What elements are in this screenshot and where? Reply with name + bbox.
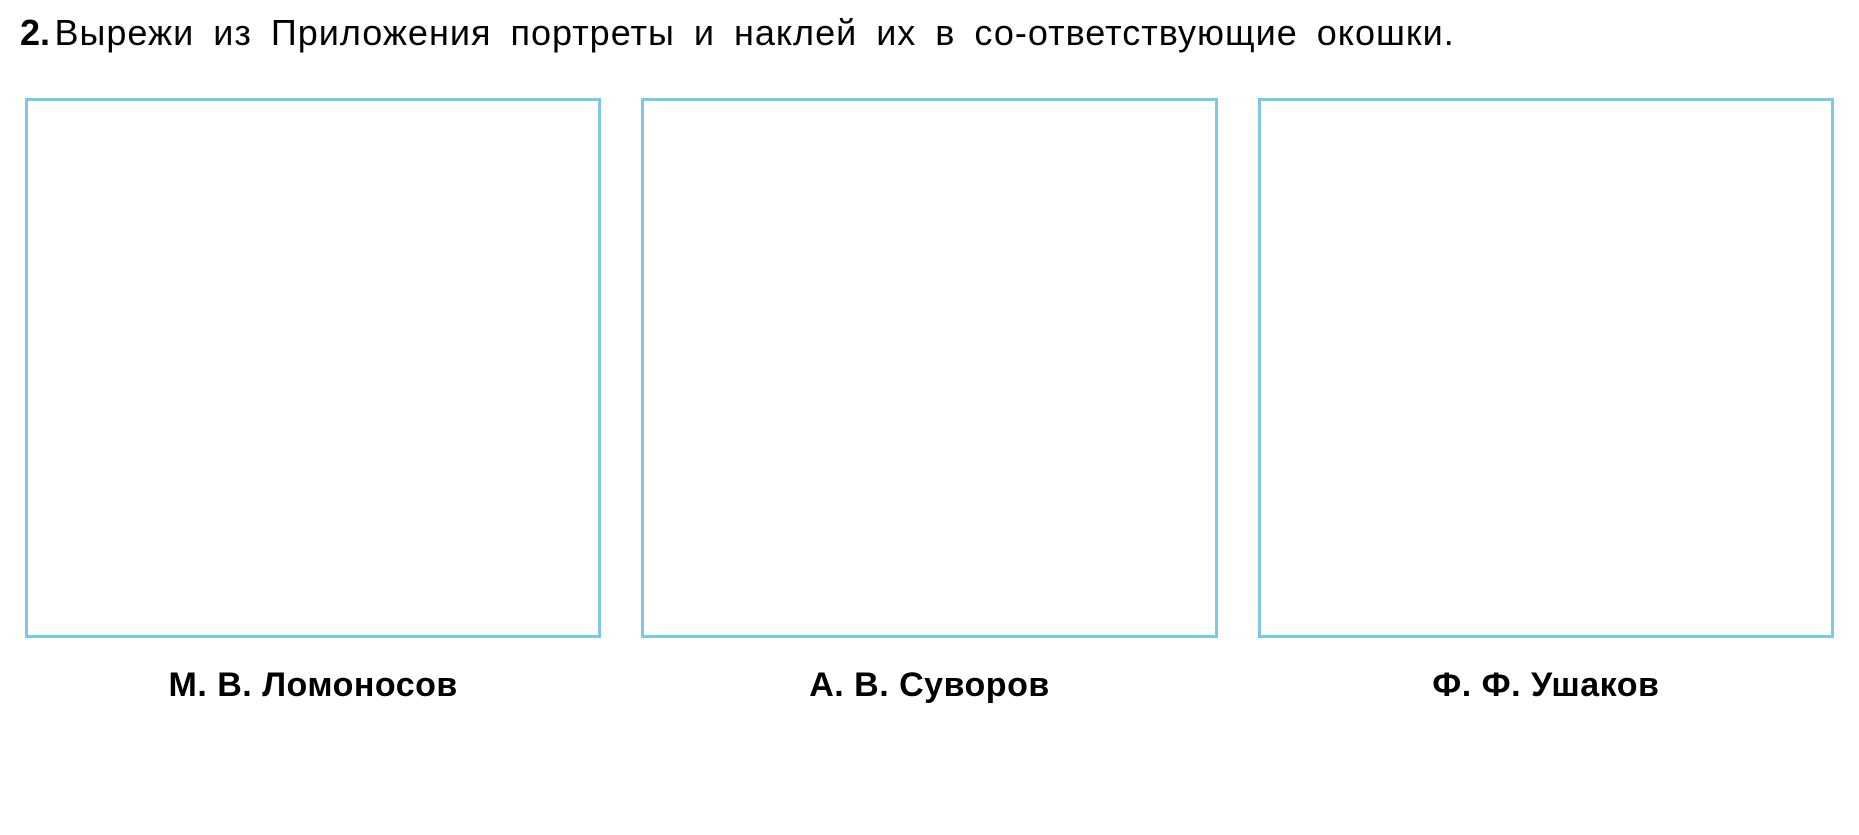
portrait-box	[25, 98, 601, 638]
portrait-caption: М. В. Ломоносов	[169, 666, 458, 705]
portrait-slot-lomonosov: М. В. Ломоносов	[25, 98, 601, 705]
portrait-box	[1258, 98, 1834, 638]
portrait-slot-suvorov: А. В. Суворов	[641, 98, 1217, 705]
portrait-boxes-row: М. В. Ломоносов А. В. Суворов Ф. Ф. Ушак…	[20, 98, 1839, 705]
portrait-slot-ushakov: Ф. Ф. Ушаков	[1258, 98, 1834, 705]
question-number: 2.	[20, 12, 50, 53]
portrait-caption: А. В. Суворов	[809, 666, 1050, 705]
question-text: Вырежи из Приложения портреты и наклей и…	[54, 12, 1454, 53]
portrait-caption: Ф. Ф. Ушаков	[1432, 666, 1659, 705]
portrait-box	[641, 98, 1217, 638]
question-container: 2. Вырежи из Приложения портреты и накле…	[20, 8, 1839, 58]
